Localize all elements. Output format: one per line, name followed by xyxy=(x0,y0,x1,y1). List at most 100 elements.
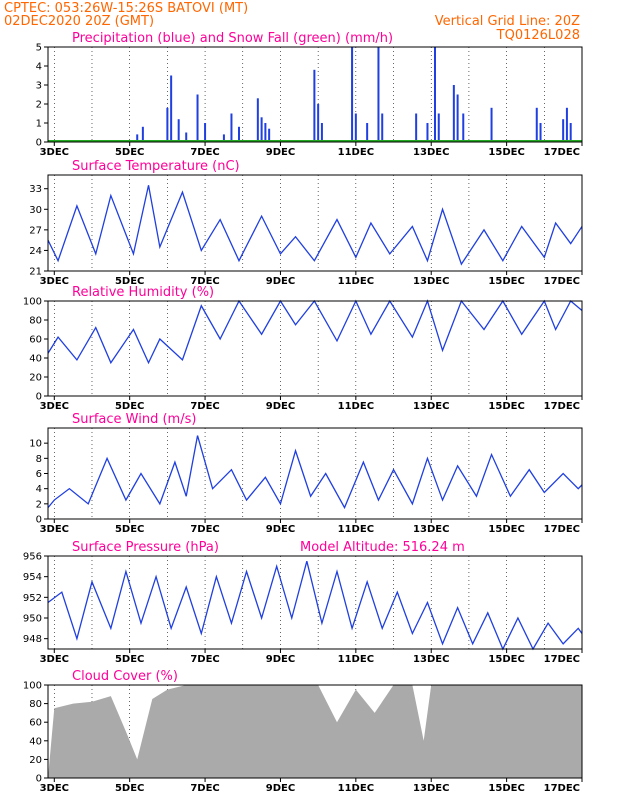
panel-subtitle: Model Altitude: 516.24 m xyxy=(300,540,465,555)
y-tick-label: 6 xyxy=(36,469,42,480)
x-tick-label: 3DEC xyxy=(40,524,69,535)
precip-bar xyxy=(351,47,354,142)
x-tick-label: 7DEC xyxy=(190,654,219,665)
y-tick-label: 8 xyxy=(36,454,42,465)
header-grid-line: Vertical Grid Line: 20Z xyxy=(435,14,580,29)
precip-bar xyxy=(177,119,180,142)
x-tick-label: 11DEC xyxy=(338,783,374,794)
precip-bar xyxy=(565,107,568,142)
series-line xyxy=(47,435,583,510)
precip-bar xyxy=(437,113,440,142)
precip-bar xyxy=(569,123,572,142)
x-tick-label: 11DEC xyxy=(338,654,374,665)
panel-title: Relative Humidity (%) xyxy=(72,285,214,300)
series-line xyxy=(47,185,583,266)
panel-humidity: Relative Humidity (%) 0 20 40 60 80 100 3DEC 5DE… xyxy=(23,285,583,412)
precip-bar xyxy=(256,98,259,142)
x-tick-label: 3DEC xyxy=(40,401,69,412)
precip-bar xyxy=(264,123,267,142)
precip-bar xyxy=(313,69,316,142)
panel-temperature: Surface Temperature (nC) 21 24 27 30 33 3DEC 5D… xyxy=(29,159,583,287)
x-tick-label: 5DEC xyxy=(115,524,144,535)
x-tick-label: 7DEC xyxy=(190,401,219,412)
x-tick-label: 17DEC xyxy=(544,401,580,412)
x-tick-label: 9DEC xyxy=(266,654,295,665)
x-tick-label: 7DEC xyxy=(190,276,219,287)
y-tick-label: 60 xyxy=(29,718,42,729)
x-tick-label: 13DEC xyxy=(413,147,449,158)
x-tick-label: 15DEC xyxy=(488,276,524,287)
precip-bar xyxy=(381,113,384,142)
x-tick-label: 13DEC xyxy=(413,401,449,412)
x-tick-label: 5DEC xyxy=(115,147,144,158)
panel-frame xyxy=(47,46,583,143)
panel-title: Precipitation (blue) and Snow Fall (gree… xyxy=(72,31,393,46)
precip-bar xyxy=(170,75,173,142)
precip-bar xyxy=(377,47,380,142)
x-tick-label: 17DEC xyxy=(544,276,580,287)
x-tick-label: 5DEC xyxy=(115,401,144,412)
precip-bar xyxy=(317,104,320,142)
precip-bar xyxy=(366,123,369,142)
x-tick-label: 7DEC xyxy=(190,524,219,535)
series-line xyxy=(47,299,583,365)
y-tick-label: 5 xyxy=(36,43,42,54)
x-tick-label: 9DEC xyxy=(266,401,295,412)
panel-frame xyxy=(47,555,583,650)
x-tick-label: 15DEC xyxy=(488,654,524,665)
x-tick-label: 13DEC xyxy=(413,276,449,287)
panel-frame xyxy=(47,300,583,397)
y-tick-label: 27 xyxy=(29,225,42,236)
header-location: CPTEC: 053:26W-15:26S BATOVI (MT) xyxy=(4,1,248,16)
precip-bar xyxy=(320,123,323,142)
panel-title: Cloud Cover (%) xyxy=(72,669,178,684)
x-tick-label: 9DEC xyxy=(266,147,295,158)
x-tick-label: 7DEC xyxy=(190,783,219,794)
x-tick-label: 9DEC xyxy=(266,524,295,535)
y-tick-label: 0 xyxy=(36,515,42,526)
x-tick-label: 15DEC xyxy=(488,783,524,794)
y-tick-label: 2 xyxy=(36,100,42,111)
precip-bar xyxy=(222,134,225,142)
x-tick-label: 5DEC xyxy=(115,783,144,794)
x-tick-label: 11DEC xyxy=(338,401,374,412)
panel-precipitation: Precipitation (blue) and Snow Fall (gree… xyxy=(36,31,583,158)
y-tick-label: 952 xyxy=(23,593,42,604)
x-tick-label: 5DEC xyxy=(115,276,144,287)
x-tick-label: 13DEC xyxy=(413,524,449,535)
y-tick-label: 4 xyxy=(36,62,42,73)
x-tick-label: 15DEC xyxy=(488,147,524,158)
precip-bar xyxy=(462,113,465,142)
x-tick-label: 11DEC xyxy=(338,147,374,158)
precip-bar xyxy=(237,126,240,142)
panel-frame xyxy=(47,684,583,779)
precip-bar xyxy=(185,132,188,142)
precip-bar xyxy=(426,123,429,142)
y-tick-label: 3 xyxy=(36,81,42,92)
panel-cloud: Cloud Cover (%) 0 20 40 60 80 100 3DEC 5DEC 7DEC 9… xyxy=(23,669,583,794)
precip-bar xyxy=(260,117,263,142)
x-tick-label: 9DEC xyxy=(266,276,295,287)
precip-bar xyxy=(141,126,144,142)
y-tick-label: 956 xyxy=(23,552,42,563)
y-tick-label: 80 xyxy=(29,699,42,710)
series-line xyxy=(47,561,583,651)
y-tick-label: 60 xyxy=(29,335,42,346)
y-tick-label: 954 xyxy=(23,572,42,583)
x-tick-label: 9DEC xyxy=(266,783,295,794)
precip-bar xyxy=(456,94,459,142)
y-tick-label: 100 xyxy=(23,297,42,308)
panel-wind: Surface Wind (m/s) 0 2 4 6 8 10 3DEC 5DEC 7DEC 9DE… xyxy=(29,412,583,535)
x-tick-label: 15DEC xyxy=(488,524,524,535)
y-tick-label: 0 xyxy=(36,774,42,785)
y-tick-label: 10 xyxy=(29,439,42,450)
panel-title: Surface Wind (m/s) xyxy=(72,412,196,427)
x-tick-label: 7DEC xyxy=(190,147,219,158)
precip-bar xyxy=(204,123,207,142)
x-tick-label: 17DEC xyxy=(544,654,580,665)
x-tick-label: 17DEC xyxy=(544,524,580,535)
panel-frame xyxy=(47,427,583,520)
x-tick-label: 3DEC xyxy=(40,654,69,665)
x-tick-label: 17DEC xyxy=(544,783,580,794)
